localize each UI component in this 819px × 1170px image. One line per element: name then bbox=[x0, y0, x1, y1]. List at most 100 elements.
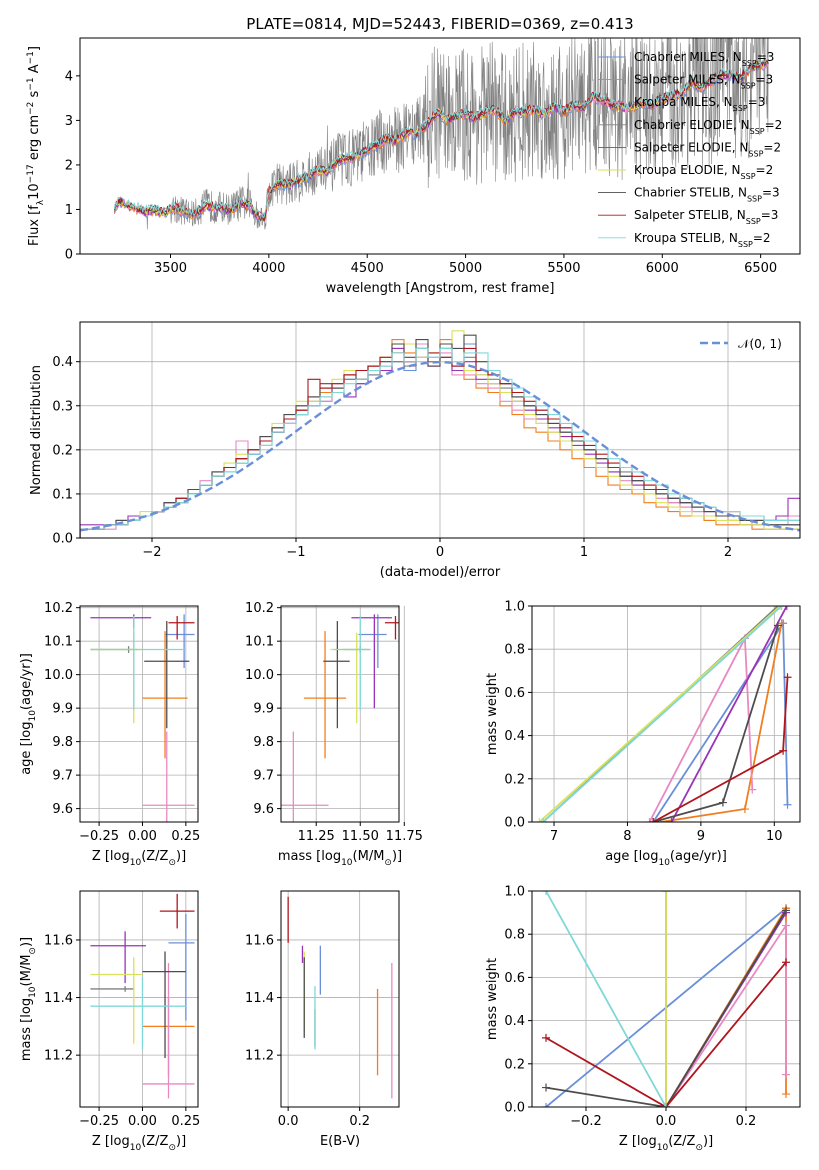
y-tick-label: 11.6 bbox=[245, 933, 274, 948]
x-tick-label: 5500 bbox=[547, 261, 580, 276]
x-tick-label: 8 bbox=[623, 829, 631, 844]
x-tick-label: 0.0 bbox=[278, 1114, 299, 1129]
y-tick-label: 0.4 bbox=[52, 355, 73, 370]
x-tick-label: 11.75 bbox=[386, 829, 423, 844]
y-tick-label: 10.2 bbox=[245, 601, 274, 616]
weight-marker bbox=[649, 818, 658, 822]
legend-sub: SSP bbox=[733, 104, 748, 113]
legend-suffix: =3 bbox=[748, 95, 766, 109]
x-axis-label-xlabel: Z [log bbox=[619, 1134, 657, 1149]
plot-area bbox=[287, 896, 393, 1099]
weight-line-salpeter-stelib bbox=[545, 961, 787, 1107]
y-axis-label-ylabel: Normed distribution bbox=[29, 365, 44, 495]
x-axis-label-xlabel-sub: 10 bbox=[130, 858, 142, 868]
weight-marker bbox=[718, 798, 727, 807]
legend-entry: Salpeter STELIB, NSSP=3 bbox=[634, 208, 778, 226]
weight-marker bbox=[782, 921, 790, 930]
x-axis-label: wavelength [Angstrom, rest frame] bbox=[326, 281, 555, 296]
y-axis-label-ylabel-end: (age/yr)] bbox=[19, 653, 34, 710]
y-axis-label-ylabel: age [log bbox=[19, 722, 34, 775]
x-axis-label-xlabel: mass [log bbox=[278, 849, 341, 864]
legend-sub: SSP bbox=[738, 239, 753, 248]
observed-spectrum bbox=[114, 38, 769, 230]
legend-label: Kroupa STELIB, N bbox=[634, 231, 738, 245]
y-tick-label: 0.1 bbox=[52, 487, 73, 502]
y-tick-label: 0.0 bbox=[52, 532, 73, 547]
weight-marker bbox=[782, 1090, 790, 1099]
y-tick-label: 9.8 bbox=[52, 735, 73, 750]
y-axis-label-ylabel-sup4: −1 bbox=[26, 51, 36, 64]
model-spectrum-salpeter-stelib bbox=[113, 58, 769, 222]
legend-label: Salpeter ELODIE, N bbox=[634, 140, 748, 154]
weight-marker bbox=[782, 958, 790, 967]
y-axis-label-ylabel: mass [log bbox=[19, 998, 34, 1061]
legend-label: Kroupa ELODIE, N bbox=[634, 163, 741, 177]
y-tick-label: 9.6 bbox=[253, 802, 274, 817]
x-tick-label: 5000 bbox=[449, 261, 482, 276]
x-tick-label: 2 bbox=[724, 545, 732, 560]
legend-label: Chabrier MILES, N bbox=[634, 50, 742, 64]
x-tick-label: 4500 bbox=[351, 261, 384, 276]
plot-area bbox=[113, 38, 769, 230]
x-tick-label: 10 bbox=[766, 829, 783, 844]
x-axis-label-xlabel: wavelength [Angstrom, rest frame] bbox=[326, 281, 555, 296]
weight-marker bbox=[782, 606, 791, 610]
legend-sub: SSP bbox=[741, 172, 756, 181]
x-tick-label: 0.2 bbox=[349, 1114, 370, 1129]
weight-line-kroupa-stelib bbox=[542, 606, 783, 822]
y-tick-label: 0.4 bbox=[504, 729, 525, 744]
y-axis-label-ylabel-rest: (M/M bbox=[19, 955, 34, 987]
weight-marker bbox=[542, 1033, 550, 1042]
y-axis-label-ylabel-sub: 10 bbox=[28, 986, 38, 998]
axes-frame bbox=[531, 605, 801, 823]
legend-sub: SSP bbox=[750, 126, 765, 135]
chart-weight-vs-z: −0.2 0.0 0.2 0.0 0.2 0.4 0.6 0.8 1.0 Z [log10(Z/Z… bbox=[485, 885, 801, 1153]
x-tick-label: 11.25 bbox=[298, 829, 335, 844]
x-axis-label-xlabel: E(B-V) bbox=[320, 1134, 360, 1149]
chart-residual-histogram: 𝒩(0, 1) −2 −1 0 1 2 0.0 0.1 0.2 0.3 0.4 (data-model… bbox=[29, 321, 801, 580]
weight-marker bbox=[662, 1103, 670, 1107]
legend-suffix: =2 bbox=[756, 163, 774, 177]
legend-label: Kroupa MILES, N bbox=[634, 95, 733, 109]
plot-area bbox=[542, 891, 790, 1107]
y-tick-label: 0.4 bbox=[504, 1014, 525, 1029]
weight-marker bbox=[777, 606, 786, 610]
x-tick-label: 0.25 bbox=[171, 829, 200, 844]
y-axis-label: age [log10(age/yr)] bbox=[19, 653, 38, 775]
legend-sub: SSP bbox=[748, 149, 763, 158]
plot-area bbox=[80, 330, 800, 538]
legend-suffix: =3 bbox=[757, 50, 775, 64]
x-tick-label: 6000 bbox=[646, 261, 679, 276]
legend-label: Salpeter STELIB, N bbox=[634, 208, 746, 222]
legend-suffix: =3 bbox=[756, 73, 774, 87]
x-axis-label-xlabel-rest: (M/M bbox=[353, 849, 385, 864]
y-axis-label-ylabel: mass weight bbox=[485, 673, 500, 755]
legend-label: Chabrier STELIB, N bbox=[634, 186, 747, 200]
x-axis-label: Z [log10(Z/Z⊙)] bbox=[92, 849, 186, 868]
chart-mass-vs-ebv: 0.0 0.2 11.2 11.4 11.6 E(B-V) bbox=[245, 890, 400, 1149]
x-axis-label-xlabel: Z [log bbox=[92, 1134, 130, 1149]
figure-title: PLATE=0814, MJD=52443, FIBERID=0369, z=0… bbox=[246, 15, 633, 33]
x-axis-label-xlabel: age [log bbox=[605, 849, 658, 864]
x-axis-label-xlabel-sub: 10 bbox=[341, 858, 353, 868]
normal-curve bbox=[80, 360, 800, 532]
x-tick-label: 1 bbox=[580, 545, 588, 560]
x-tick-label: 6500 bbox=[744, 261, 777, 276]
x-axis-label-xlabel: Z [log bbox=[92, 849, 130, 864]
y-tick-label: 0.8 bbox=[504, 643, 525, 658]
weight-marker bbox=[542, 1103, 550, 1107]
y-tick-label: 9.6 bbox=[52, 802, 73, 817]
y-axis-label-ylabel-sup2: −2 bbox=[26, 102, 36, 115]
y-tick-label: 9.9 bbox=[253, 702, 274, 717]
x-tick-label: 11.50 bbox=[342, 829, 379, 844]
y-tick-label: 9.7 bbox=[253, 769, 274, 784]
x-axis-label-xlabel-sub: 10 bbox=[658, 858, 670, 868]
x-axis-label-xlabel-sub2: ⊙ bbox=[168, 1143, 176, 1153]
weight-marker bbox=[740, 805, 749, 814]
y-axis-label-ylabel: Flux [f bbox=[27, 205, 42, 246]
y-tick-label: 0.6 bbox=[504, 686, 525, 701]
chart-age-vs-z: −0.25 0.00 0.25 9.6 9.7 9.8 9.9 10.0 10.1 10.2 Z [… bbox=[19, 601, 200, 868]
